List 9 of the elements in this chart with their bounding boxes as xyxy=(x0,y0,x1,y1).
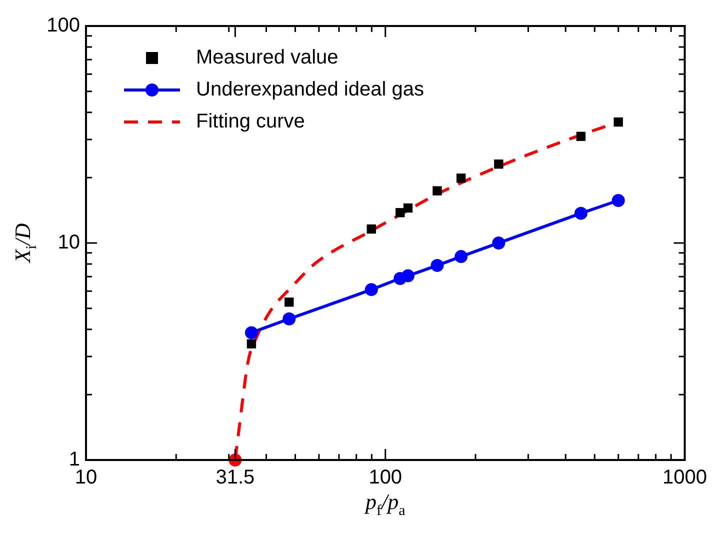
x-tick-label: 1000 xyxy=(662,466,708,489)
legend-label: Measured value xyxy=(196,46,338,69)
x-tick-label: 100 xyxy=(368,466,402,489)
legend-label: Underexpanded ideal gas xyxy=(196,78,424,101)
y-tick-label: 10 xyxy=(58,232,80,254)
y-tick-label: 100 xyxy=(46,14,80,37)
y-axis-title: Xi/D xyxy=(10,223,40,264)
x-tick-label: 31.5 xyxy=(216,466,255,489)
legend-label: Fitting curve xyxy=(196,110,305,133)
